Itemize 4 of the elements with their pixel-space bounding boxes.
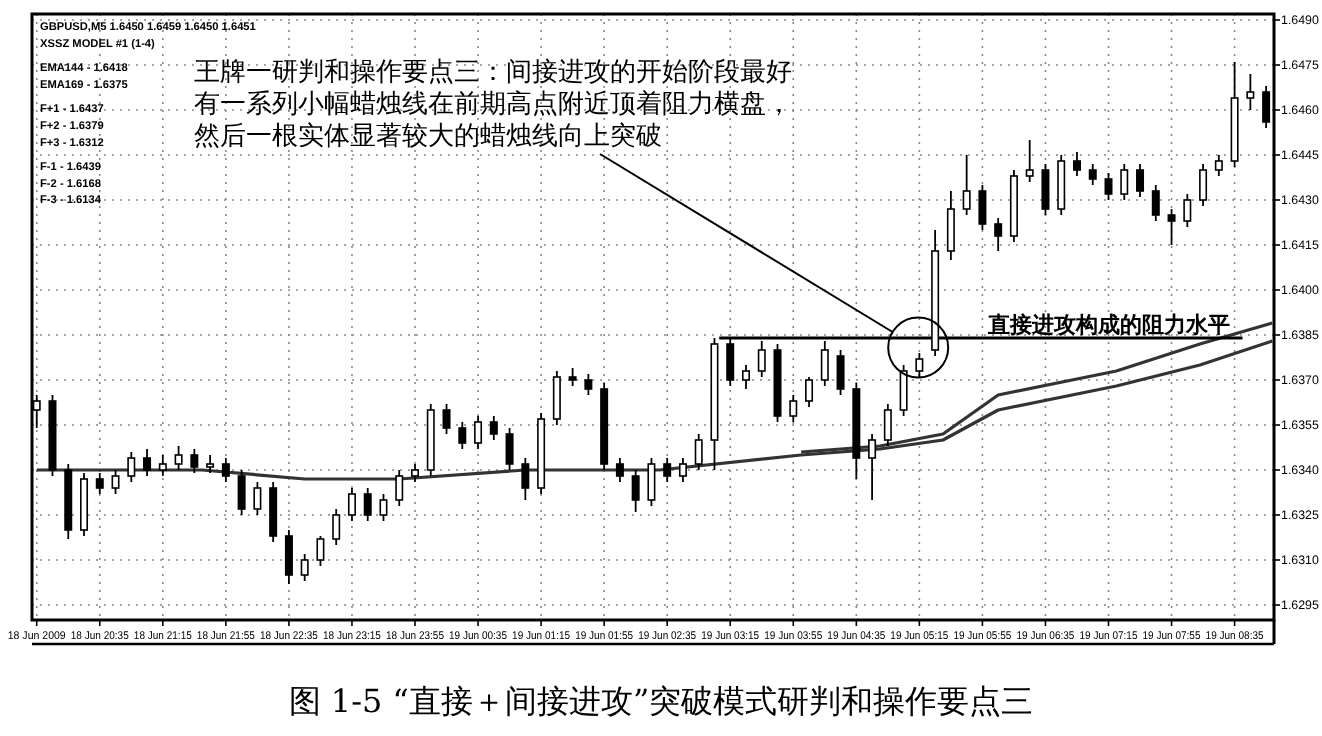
annotation: 直接进攻构成的阻力水平	[985, 312, 1230, 338]
annotation-note: 王牌一研判和操作要点三：间接进攻的开始阶段最好有一系列小幅蜡烛线在前期高点附近顶着阻力横盘，然后一根实体显著较大的蜡烛线向上突破	[194, 58, 950, 379]
text: 图 1-5 “直接＋间接进攻”突破模式研判和操作要点三	[288, 682, 1034, 720]
annotation: 王牌一研判和操作要点三：间接进攻的开始阶段最好有一系列小幅蜡烛线在前期高点附近顶着阻力横盘，然后一根实体显著较大的蜡烛线向上突破	[194, 58, 792, 152]
